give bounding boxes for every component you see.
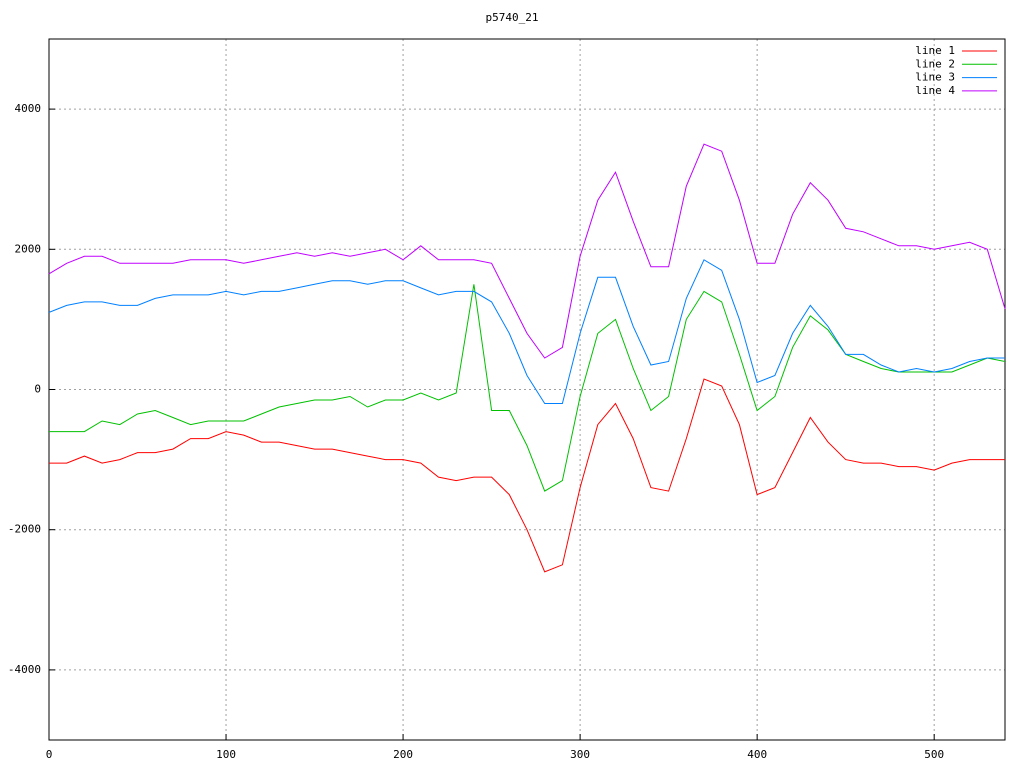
- x-tick-label: 100: [216, 748, 236, 761]
- y-tick-label: 4000: [15, 102, 42, 115]
- data-line: [48, 143, 1006, 359]
- legend-label: line 4: [915, 84, 955, 97]
- x-tick-label: 300: [570, 748, 590, 761]
- y-tick-label: -4000: [8, 663, 41, 676]
- legend-label: line 3: [915, 71, 955, 84]
- y-tick-label: 0: [34, 383, 41, 396]
- legend-label: line 2: [915, 57, 955, 70]
- x-tick-label: 500: [924, 748, 944, 761]
- y-tick-label: -2000: [8, 523, 41, 536]
- chart-title: p5740_21: [486, 11, 539, 24]
- y-tick-label: 2000: [15, 242, 42, 255]
- data-line: [48, 259, 1005, 404]
- x-tick-label: 200: [393, 748, 413, 761]
- x-tick-label: 0: [46, 748, 53, 761]
- data-line: [49, 378, 1005, 573]
- legend-label: line 1: [915, 44, 955, 57]
- data-line: [49, 284, 1006, 492]
- plot-border: [48, 38, 1006, 741]
- x-tick-label: 400: [747, 748, 767, 761]
